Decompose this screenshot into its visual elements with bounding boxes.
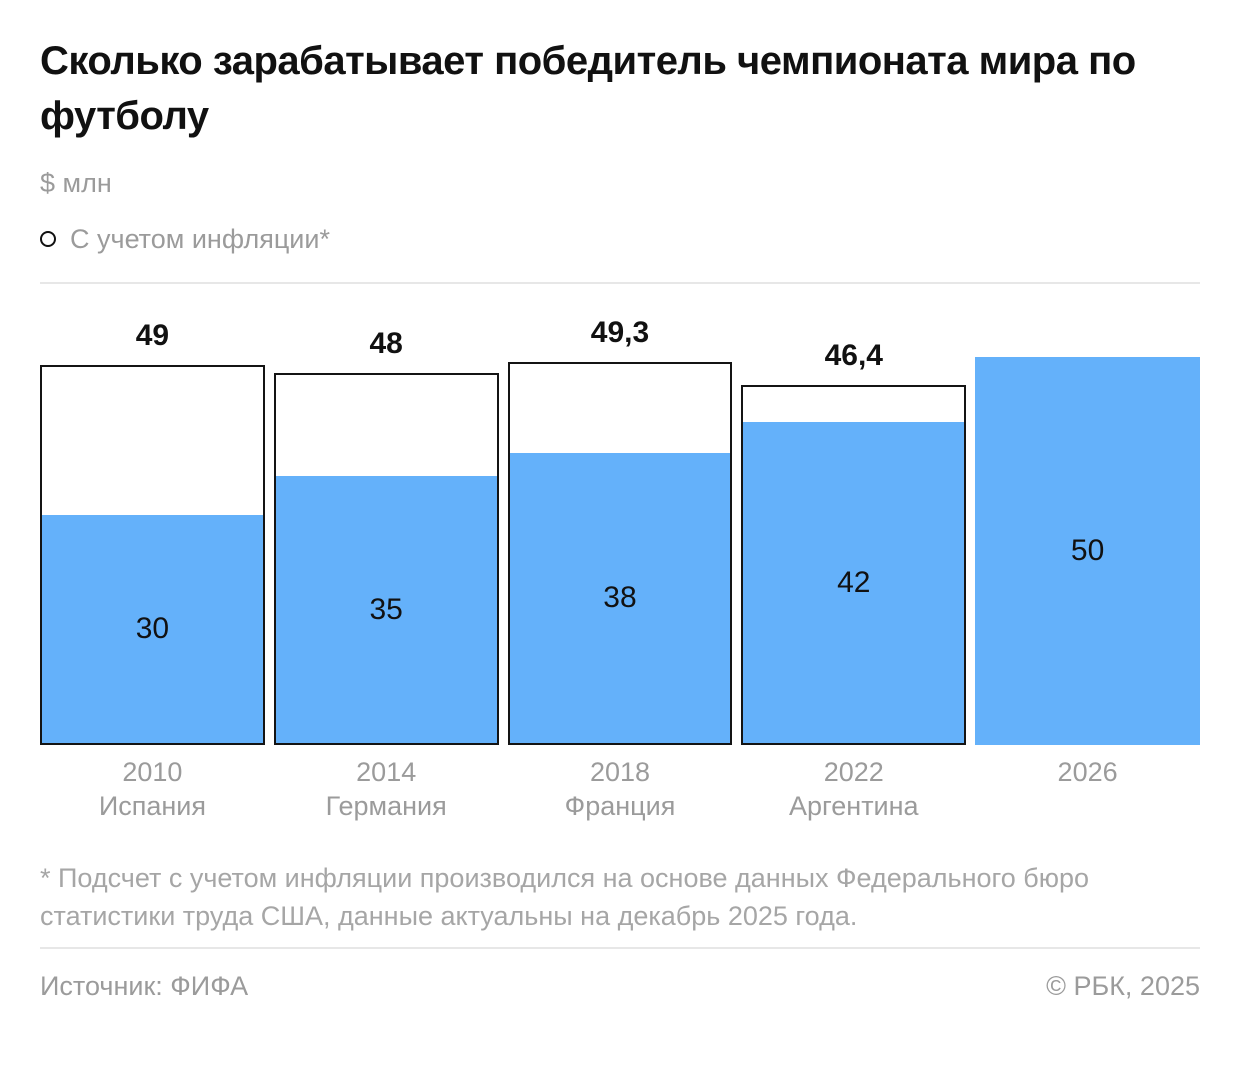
bar-prize-value-label: 38 — [603, 581, 637, 614]
year-label: 2014 — [356, 757, 417, 787]
country-label: Испания — [98, 791, 206, 821]
bar-chart: 49 30 48 35 49,3 38 46,4 42 50 — [40, 284, 1200, 745]
bar-adjusted-box: 35 — [273, 373, 499, 745]
bar-group-2018: 49,3 38 — [507, 284, 733, 745]
source-label: Источник: ФИФА — [40, 971, 249, 1001]
legend: С учетом инфляции* — [40, 224, 1200, 254]
bottom-divider — [40, 947, 1200, 949]
bar-prize-fill: 30 — [42, 515, 263, 743]
year-label: 2022 — [823, 757, 884, 787]
bar-group-2022: 46,4 42 — [741, 284, 967, 745]
page-title: Сколько зарабатывает победитель чемпиона… — [40, 39, 1136, 138]
bar-group-2010: 49 30 — [40, 284, 265, 745]
year-label: 2026 — [1057, 757, 1118, 787]
top-divider — [40, 282, 1200, 284]
infographic: { "header": { "title": "Сколько зарабаты… — [0, 34, 1240, 1072]
x-axis-label-2022: 2022 Аргентина — [741, 757, 966, 821]
bar-prize-fill: 42 — [743, 422, 965, 743]
country-label: Аргентина — [788, 791, 919, 821]
bar-prize-value-label: 42 — [837, 565, 871, 599]
footnote: * Подсчет с учетом инфляции производился… — [40, 863, 1090, 931]
x-axis-label-2018: 2018 Франция — [508, 757, 733, 821]
bar-adjusted-box: 30 — [40, 365, 265, 745]
bar-prize-value-label: 35 — [369, 592, 403, 626]
x-axis-label-2010: 2010 Испания — [40, 757, 265, 821]
bar-group-2014: 48 35 — [273, 284, 499, 745]
bar-prize-fill: 50 — [975, 357, 1200, 745]
year-label: 2010 — [122, 757, 183, 787]
copyright-label: © РБК, 2025 — [1046, 971, 1200, 1001]
bar-adjusted-value-label: 46,4 — [824, 339, 883, 372]
source-row: Источник: ФИФА © РБК, 2025 — [40, 971, 1200, 1001]
year-label: 2018 — [589, 757, 651, 787]
legend-circle-icon — [40, 231, 56, 247]
x-axis-label-2014: 2014 Германия — [274, 757, 499, 821]
x-axis-labels: 2010 Испания 2014 Германия 2018 Франция 2022 Ар… — [40, 757, 1200, 821]
bar-adjusted-value-label: 48 — [369, 327, 403, 360]
x-axis-label-2026: 2026 — [975, 757, 1200, 821]
legend-label: С учетом инфляции* — [70, 224, 330, 254]
bar-prize-fill: 38 — [509, 453, 731, 743]
bar-group-2026: 50 — [975, 284, 1200, 745]
bar-prize-fill: 35 — [275, 476, 497, 743]
unit-label: $ млн — [40, 168, 112, 198]
bar-prize-value-label: 50 — [1070, 534, 1105, 567]
country-label: Франция — [564, 791, 676, 821]
bar-adjusted-value-label: 49 — [135, 319, 170, 352]
bar-adjusted-box: 38 — [507, 362, 733, 745]
country-label: Германия — [325, 791, 447, 821]
bar-prize-value-label: 30 — [135, 612, 170, 645]
bar-adjusted-value-label: 49,3 — [590, 316, 650, 349]
bar-adjusted-box: 42 — [741, 385, 967, 745]
